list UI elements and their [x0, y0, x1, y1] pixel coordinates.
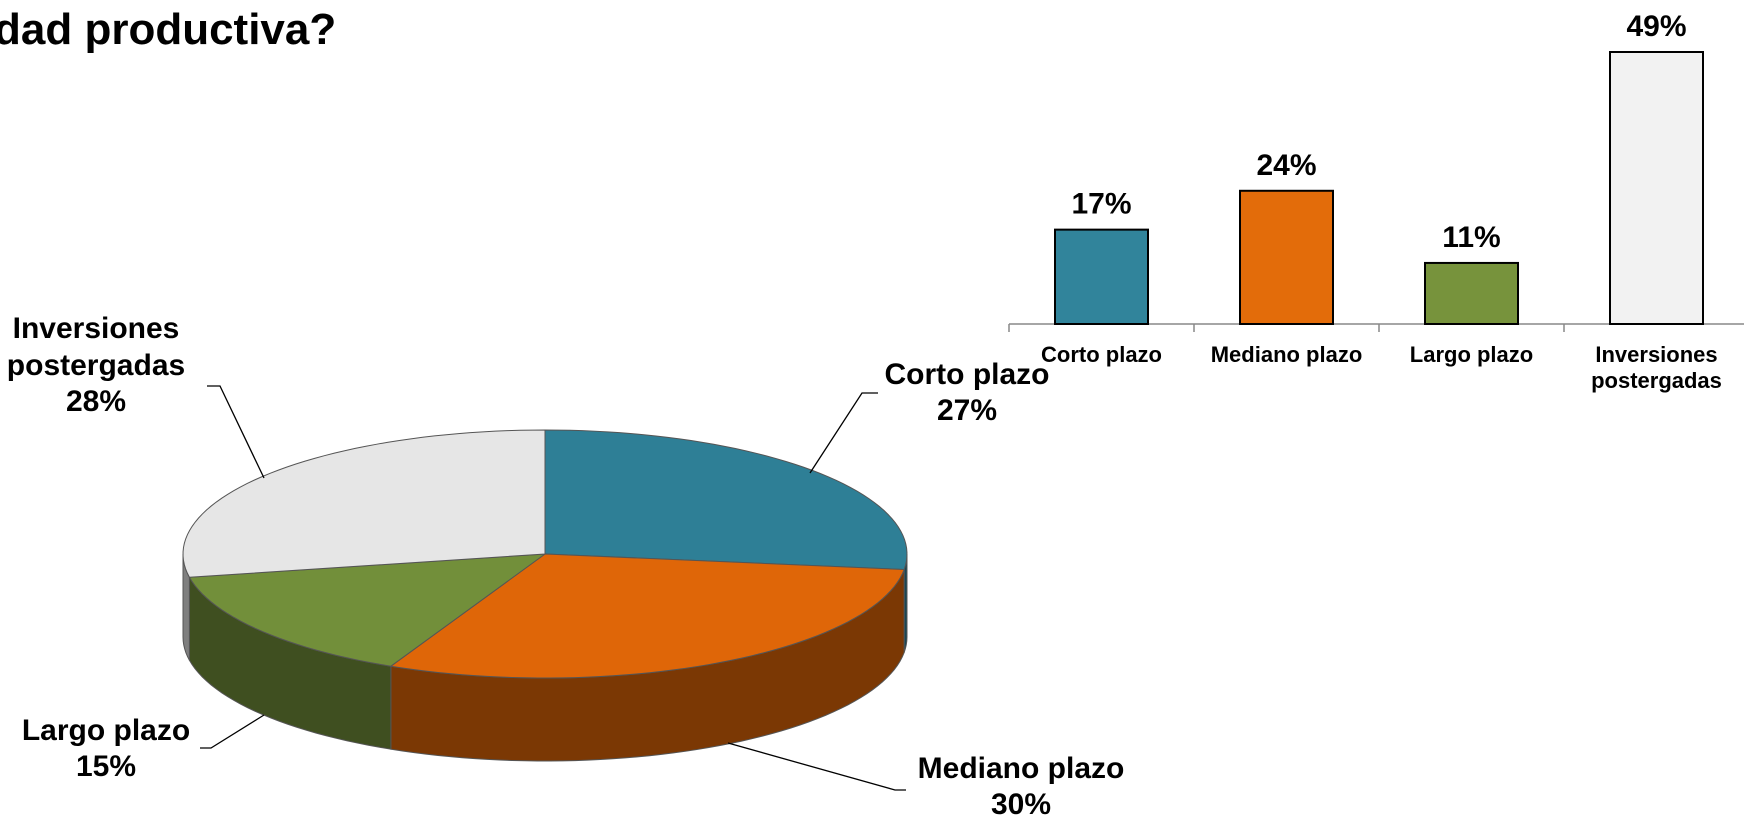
slice-label: Largo plazo — [22, 714, 190, 747]
bar-value-label: 49% — [1626, 10, 1686, 43]
bar-value-label: 11% — [1442, 221, 1500, 254]
page-title: dad productiva? — [0, 5, 336, 54]
leader-line — [727, 742, 906, 791]
slice-value-label: 30% — [991, 788, 1051, 821]
bar-value-label: 24% — [1256, 149, 1316, 182]
pie-slice — [544, 429, 908, 571]
leader-line — [809, 392, 878, 474]
bar — [1054, 228, 1149, 326]
bar — [1609, 51, 1704, 325]
slice-label: Inversiones postergadas — [7, 312, 185, 382]
bar — [1424, 261, 1519, 326]
slice-label: Mediano plazo — [918, 752, 1125, 785]
slice-value-label: 28% — [66, 385, 126, 418]
slice-value-label: 15% — [76, 750, 136, 783]
leader-line — [207, 385, 265, 479]
bar-value-label: 17% — [1071, 188, 1131, 221]
x-tick-label: Corto plazo — [1041, 342, 1162, 367]
slice-value-label: 27% — [937, 394, 997, 427]
leader-line — [200, 714, 265, 749]
x-tick-label: Inversiones postergadas — [1591, 342, 1722, 393]
bar — [1239, 189, 1334, 325]
slice-label: Corto plazo — [885, 358, 1050, 391]
x-tick-label: Mediano plazo — [1211, 342, 1363, 367]
pie-slice — [182, 429, 546, 578]
pie-slice — [188, 553, 547, 667]
pie-slice — [389, 553, 905, 679]
x-tick-label: Largo plazo — [1410, 342, 1533, 367]
